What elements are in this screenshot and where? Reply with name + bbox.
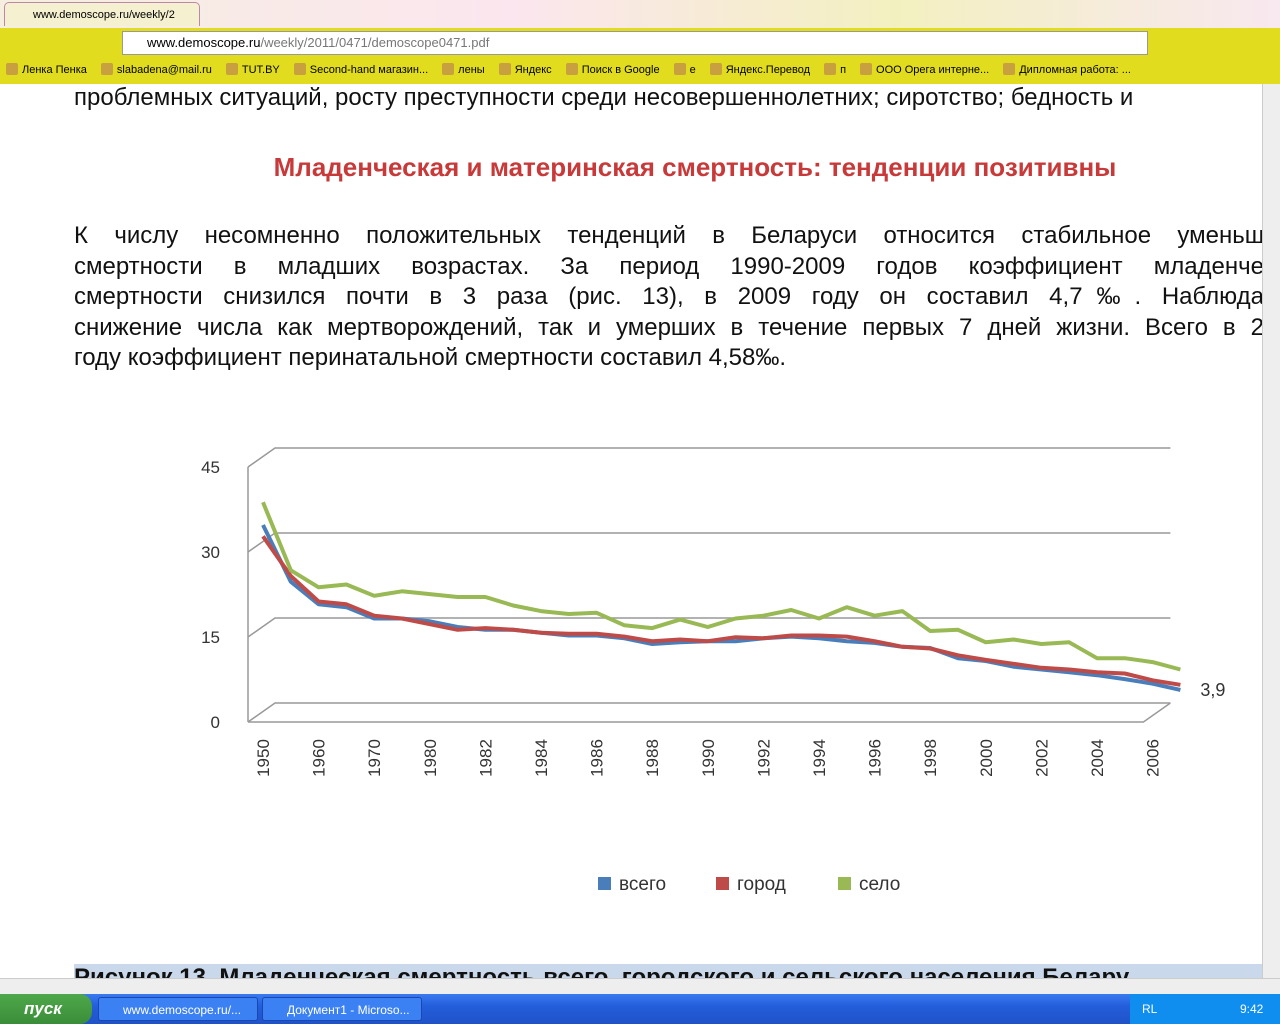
language[interactable]: RL bbox=[1142, 1002, 1158, 1016]
grid-line bbox=[247, 617, 1171, 638]
x-tick-label: 1982 bbox=[476, 739, 495, 777]
bookmark[interactable]: slabadena@mail.ru bbox=[101, 60, 212, 80]
figure-caption: Рисунок 13. Младенческая смертность всег… bbox=[74, 964, 1262, 978]
title-bar bbox=[0, 0, 1280, 28]
x-tick-label: 1988 bbox=[643, 739, 662, 777]
x-tick-label: 1998 bbox=[921, 739, 940, 777]
x-tick-label: 1992 bbox=[754, 739, 773, 777]
address-bar[interactable]: www.demoscope.ru/weekly/2011/0471/demosc… bbox=[122, 31, 1148, 55]
x-tick-label: 1986 bbox=[588, 739, 607, 777]
grid-line bbox=[247, 702, 1171, 723]
bookmark[interactable]: Яндекс.Перевод bbox=[710, 60, 810, 80]
bookmark[interactable]: Ленка Пенка bbox=[6, 60, 87, 80]
bookmark[interactable]: ООО Орега интерне... bbox=[860, 60, 989, 80]
section-heading: Младенческая и материнская смертность: т… bbox=[273, 152, 1117, 182]
text-line: году коэффициент перинатальной смертност… bbox=[74, 344, 787, 371]
legend-swatch bbox=[838, 877, 851, 890]
text-line: смертности снизился почти в 3 раза (рис.… bbox=[74, 283, 1262, 310]
bookmarks-bar: Ленка Пенка slabadena@mail.ru TUT.BY Second… bbox=[6, 60, 1131, 80]
bookmark[interactable]: Дипломная работа: ... bbox=[1003, 60, 1131, 80]
x-tick-label: 2006 bbox=[1144, 739, 1163, 777]
browser-tab[interactable]: www.demoscope.ru/weekly/2 bbox=[4, 2, 200, 26]
clock: 9:42 bbox=[1240, 1002, 1264, 1016]
y-tick-label: 30 bbox=[201, 543, 220, 562]
bookmark[interactable]: Яндекс bbox=[499, 60, 552, 80]
bookmark[interactable]: п bbox=[824, 60, 846, 80]
chart: 0 15 30 45 1950 1960 1970 1980 1982 1984 1986 1988 1… bbox=[201, 447, 1225, 895]
series-line bbox=[261, 524, 1181, 692]
x-tick-label: 1970 bbox=[365, 739, 384, 777]
vertical-scrollbar[interactable] bbox=[1262, 84, 1280, 978]
legend-label: село bbox=[859, 874, 900, 895]
text-line: К числу несомненно положительных тенденц… bbox=[74, 222, 1262, 249]
bookmark[interactable]: Поиск в Google bbox=[566, 60, 660, 80]
legend-swatch bbox=[598, 877, 611, 890]
system-tray: RL 9:42 bbox=[1130, 994, 1280, 1024]
pdf-content: проблемных ситуаций, росту преступности … bbox=[0, 84, 1262, 978]
x-tick-label: 1990 bbox=[699, 739, 718, 777]
y-tick-label: 0 bbox=[211, 713, 220, 732]
floor-edge bbox=[248, 702, 1171, 723]
x-tick-label: 1984 bbox=[532, 739, 551, 777]
bookmark[interactable]: е bbox=[674, 60, 696, 80]
series-line bbox=[261, 535, 1181, 687]
data-label: 3,9 bbox=[1200, 680, 1225, 700]
x-tick-label: 1960 bbox=[310, 739, 329, 777]
legend-swatch bbox=[716, 877, 729, 890]
series-line bbox=[261, 501, 1181, 672]
x-tick-label: 1950 bbox=[254, 739, 273, 777]
grid-line bbox=[247, 532, 1171, 553]
address-path: /weekly/2011/0471/demoscope0471.pdf bbox=[260, 35, 490, 50]
x-tick-label: 2002 bbox=[1032, 739, 1051, 777]
x-tick-label: 1994 bbox=[810, 739, 829, 777]
bookmark[interactable]: TUT.BY bbox=[226, 60, 280, 80]
y-tick-label: 45 bbox=[201, 458, 220, 477]
taskbar: пуск www.demoscope.ru/... Документ1 - Mi… bbox=[0, 994, 1280, 1024]
x-tick-label: 2000 bbox=[977, 739, 996, 777]
task-button[interactable]: www.demoscope.ru/... bbox=[98, 997, 258, 1021]
x-tick-label: 1980 bbox=[421, 739, 440, 777]
bookmark[interactable]: Second-hand магазин... bbox=[294, 60, 428, 80]
task-button[interactable]: Документ1 - Microso... bbox=[262, 997, 422, 1021]
legend-label: всего bbox=[619, 874, 666, 895]
start-button[interactable]: пуск bbox=[0, 994, 92, 1024]
bookmark[interactable]: лены bbox=[442, 60, 485, 80]
y-tick-label: 15 bbox=[201, 628, 220, 647]
text-line: снижение числа как мертворождений, так и… bbox=[74, 313, 1262, 341]
x-tick-label: 1996 bbox=[866, 739, 885, 777]
text-line: смертности в младших возрастах. За перио… bbox=[74, 252, 1262, 280]
horizontal-scrollbar[interactable] bbox=[0, 978, 1280, 995]
x-tick-label: 2004 bbox=[1088, 739, 1107, 777]
grid-line bbox=[247, 447, 1171, 468]
text-line: проблемных ситуаций, росту преступности … bbox=[74, 84, 1134, 111]
legend-label: город bbox=[737, 874, 786, 895]
address-host: www.demoscope.ru bbox=[147, 35, 261, 50]
